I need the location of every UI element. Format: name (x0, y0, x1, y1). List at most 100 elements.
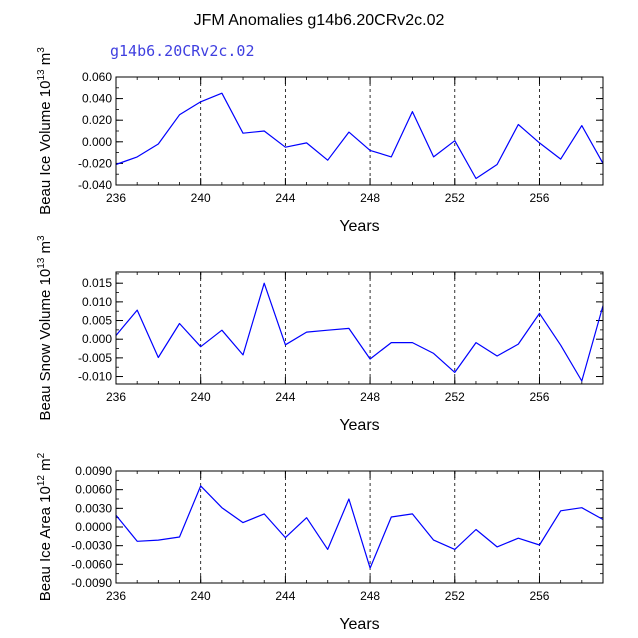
data-point (581, 124, 583, 126)
data-point (454, 140, 456, 142)
data-point (327, 329, 329, 331)
y-tick-label: -0.005 (78, 351, 112, 365)
data-point (538, 142, 540, 144)
data-point (305, 516, 307, 518)
y-tick-label: 0.000 (82, 332, 112, 346)
data-point (496, 546, 498, 548)
data-point (432, 156, 434, 158)
data-point (136, 540, 138, 542)
data-point (496, 355, 498, 357)
panel-2: 236 240 244 248 252 256 -0.010 -0.005 0.000 0.005… (36, 235, 604, 434)
data-point (559, 510, 561, 512)
data-point (263, 513, 265, 515)
y-tick-label: 0.020 (82, 113, 112, 127)
data-point (242, 132, 244, 134)
y-tick-label: 0.015 (82, 276, 112, 290)
data-point (136, 156, 138, 158)
y-tick-label: -0.0060 (71, 557, 112, 571)
plot-frame (115, 470, 604, 584)
x-tick-label: 244 (275, 589, 295, 603)
data-point (348, 327, 350, 329)
data-point (559, 344, 561, 346)
x-tick-label: 244 (275, 390, 295, 404)
data-point (454, 371, 456, 373)
x-axis-label: Years (339, 417, 379, 434)
x-tick-label: 236 (106, 589, 126, 603)
plot-frame (115, 76, 604, 186)
y-tick-label: -0.0030 (71, 539, 112, 553)
x-tick-label: 256 (529, 191, 549, 205)
data-point (305, 142, 307, 144)
data-point (348, 131, 350, 133)
data-point (199, 345, 201, 347)
panel-3: 236 240 244 248 252 256 -0.0090 -0.0060 -0.0030 0… (36, 452, 604, 633)
y-tick-label: 0.060 (82, 70, 112, 84)
data-point (327, 548, 329, 550)
data-point (178, 536, 180, 538)
data-point (284, 344, 286, 346)
data-point (432, 539, 434, 541)
data-point (411, 513, 413, 515)
y-tick-label: 0.040 (82, 92, 112, 106)
data-point (221, 329, 223, 331)
data-point (157, 356, 159, 358)
series-line (115, 282, 604, 382)
data-point (157, 143, 159, 145)
y-tick-label: 0.0090 (75, 464, 112, 478)
figure-title: JFM Anomalies g14b6.20CRv2c.02 (194, 12, 445, 29)
y-tick-label: -0.0090 (71, 576, 112, 590)
y-tick-label: -0.010 (78, 370, 112, 384)
y-tick-label: 0.010 (82, 295, 112, 309)
data-point (411, 110, 413, 112)
data-point (517, 123, 519, 125)
x-tick-label: 248 (360, 589, 380, 603)
x-tick-label: 256 (529, 589, 549, 603)
x-tick-label: 252 (445, 191, 465, 205)
x-tick-label: 240 (191, 589, 211, 603)
data-point (284, 536, 286, 538)
data-point (263, 282, 265, 284)
panel-1: 236 240 244 248 252 256 -0.040 -0.020 0.000 0.020… (36, 42, 604, 235)
y-axis-label: Beau Ice Volume 1013 m3 (36, 47, 54, 215)
x-tick-label: 240 (191, 390, 211, 404)
data-point (411, 341, 413, 343)
y-axis-label: Beau Snow Volume 1013 m3 (36, 235, 54, 421)
data-point (538, 544, 540, 546)
x-tick-label: 248 (360, 390, 380, 404)
data-point (157, 539, 159, 541)
series-line (115, 92, 604, 180)
data-point (178, 114, 180, 116)
data-point (475, 177, 477, 179)
data-point (475, 528, 477, 530)
data-point (496, 163, 498, 165)
data-point (390, 516, 392, 518)
data-point (242, 354, 244, 356)
y-tick-label: -0.020 (78, 156, 112, 170)
data-point (199, 485, 201, 487)
panel-subtitle: g14b6.20CRv2c.02 (110, 42, 255, 60)
x-tick-label: 240 (191, 191, 211, 205)
data-point (284, 146, 286, 148)
x-tick-label: 236 (106, 191, 126, 205)
x-tick-label: 252 (445, 390, 465, 404)
x-tick-label: 236 (106, 390, 126, 404)
plot-frame (115, 271, 604, 385)
y-tick-label: -0.040 (78, 178, 112, 192)
data-point (199, 101, 201, 103)
data-point (581, 380, 583, 382)
data-point (136, 309, 138, 311)
data-point (432, 352, 434, 354)
data-point (390, 156, 392, 158)
data-point (348, 498, 350, 500)
y-tick-label: 0.0030 (75, 501, 112, 515)
data-point (454, 548, 456, 550)
data-point (242, 521, 244, 523)
data-point (263, 130, 265, 132)
data-point (475, 341, 477, 343)
x-tick-label: 244 (275, 191, 295, 205)
y-tick-label: 0.000 (82, 135, 112, 149)
data-point (369, 567, 371, 569)
y-tick-label: 0.0000 (75, 520, 112, 534)
series-line (115, 485, 604, 569)
